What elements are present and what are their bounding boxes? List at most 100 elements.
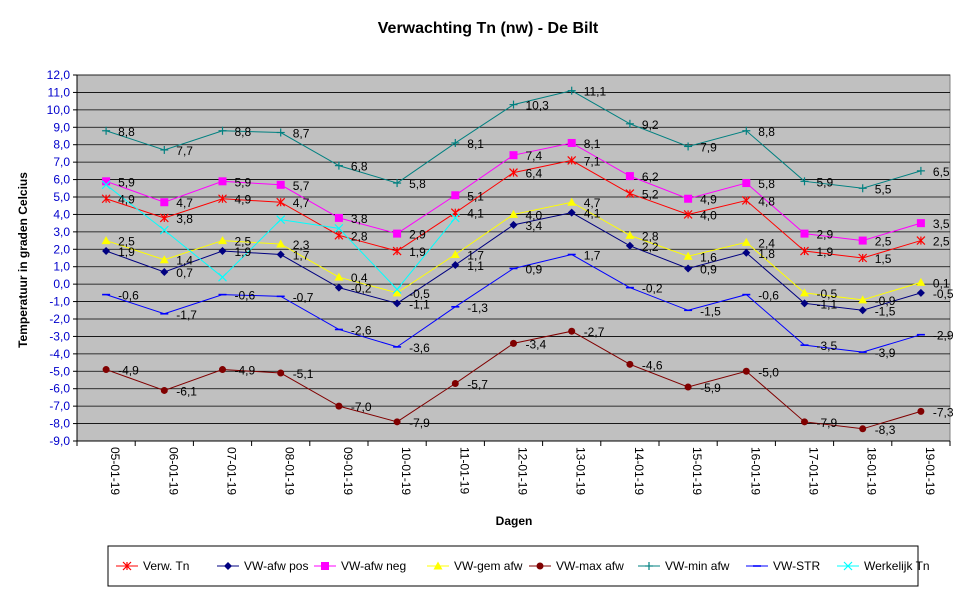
- data-label-verw-tn: 2,8: [351, 229, 368, 243]
- data-point-vw-min-afw: [218, 126, 227, 135]
- data-point-vw-afw-pos: [916, 288, 925, 297]
- data-label-vw-afw-pos: 1,1: [467, 259, 484, 273]
- x-tick-label: 14-01-19: [632, 447, 646, 495]
- data-label-vw-afw-pos: -0,5: [933, 287, 954, 301]
- x-tick-label: 17-01-19: [807, 447, 821, 495]
- data-label-vw-afw-pos: 2,2: [642, 240, 659, 254]
- data-label-vw-gem-afw: 4,7: [584, 196, 601, 210]
- data-label-verw-tn: 4,1: [467, 207, 484, 221]
- x-tick-label: 10-01-19: [399, 447, 413, 495]
- data-label-vw-gem-afw: 1,6: [700, 250, 717, 264]
- data-point-vw-afw-neg: [276, 180, 285, 189]
- data-label-vw-afw-neg: 2,9: [817, 228, 834, 242]
- data-label-vw-max-afw: -5,0: [758, 365, 779, 379]
- legend-marker: [433, 561, 443, 570]
- data-label-vw-afw-pos: 1,8: [758, 247, 775, 261]
- data-point-vw-afw-pos: [218, 247, 227, 256]
- data-label-vw-afw-pos: -1,1: [409, 297, 430, 311]
- data-point-vw-max-afw: [335, 402, 343, 410]
- x-tick-label: 05-01-19: [108, 447, 122, 495]
- data-label-vw-min-afw: 5,9: [817, 175, 834, 189]
- y-tick-label: 11,0: [48, 85, 71, 99]
- data-label-vw-gem-afw: 2,3: [293, 238, 310, 252]
- plot-area: -9,0 -8,0 -7,0 -6,0 -5,0 -4,0 -3,0 -2,0 -1,0 0,0 1…: [47, 68, 954, 495]
- data-point-vw-afw-neg: [509, 151, 518, 160]
- data-point-verw-tn: [683, 210, 693, 219]
- data-point-vw-afw-neg: [858, 236, 867, 245]
- data-point-vw-min-afw: [916, 166, 925, 175]
- data-point-vw-min-afw: [160, 145, 169, 154]
- data-point-verw-tn: [509, 168, 518, 178]
- data-label-vw-str: 1,7: [584, 249, 601, 263]
- y-tick-label: 4,0: [53, 207, 70, 221]
- data-label-vw-str: -2,6: [351, 323, 372, 337]
- data-label-verw-tn: 1,9: [409, 245, 426, 259]
- data-label-verw-tn: 4,9: [235, 193, 252, 207]
- data-label-vw-afw-neg: 4,7: [176, 196, 193, 210]
- data-point-vw-max-afw: [568, 327, 576, 335]
- legend-label: Werkelijk Tn: [864, 559, 930, 573]
- data-label-vw-gem-afw: 2,4: [758, 236, 775, 250]
- data-label-vw-max-afw: -7,9: [817, 416, 838, 430]
- data-point-vw-max-afw: [801, 418, 808, 426]
- y-tick-label: -3,0: [49, 329, 70, 343]
- data-label-vw-gem-afw: -0,5: [817, 287, 838, 301]
- data-point-vw-gem-afw: [392, 288, 402, 297]
- data-point-vw-afw-neg: [916, 219, 925, 228]
- y-tick-label: -2,0: [49, 312, 70, 326]
- data-label-vw-max-afw: -5,1: [293, 367, 314, 381]
- data-label-vw-afw-neg: 5,9: [235, 175, 252, 189]
- data-label-vw-min-afw: 7,7: [176, 144, 193, 158]
- data-label-vw-str: -3,5: [817, 339, 838, 353]
- data-label-vw-gem-afw: -0,9: [875, 294, 896, 308]
- data-point-vw-min-afw: [276, 128, 285, 137]
- legend-marker: [122, 561, 132, 571]
- data-label-vw-min-afw: 8,8: [758, 125, 775, 139]
- data-point-vw-gem-afw: [567, 197, 577, 206]
- data-point-werkelijk-tn: [218, 272, 227, 282]
- x-axis-label: Dagen: [496, 514, 533, 528]
- data-label-vw-gem-afw: -0,5: [409, 287, 430, 301]
- data-label-vw-max-afw: -2,7: [584, 325, 605, 339]
- data-point-verw-tn: [392, 246, 402, 256]
- data-point-vw-afw-neg: [334, 213, 343, 222]
- data-label-vw-afw-neg: 7,4: [526, 149, 543, 163]
- data-point-verw-tn: [741, 196, 751, 205]
- data-point-vw-min-afw: [742, 126, 751, 135]
- y-tick-label: -8,0: [49, 417, 70, 431]
- x-tick-label: 07-01-19: [225, 447, 239, 495]
- data-point-vw-afw-neg: [393, 229, 402, 238]
- x-tick-label: 09-01-19: [341, 447, 355, 495]
- data-point-vw-afw-pos: [684, 264, 693, 273]
- data-point-vw-gem-afw: [625, 230, 635, 239]
- data-label-vw-str: -0,6: [235, 289, 256, 303]
- data-point-vw-min-afw: [509, 100, 518, 109]
- data-point-vw-min-afw: [334, 161, 343, 170]
- legend-marker: [321, 562, 329, 570]
- data-point-vw-gem-afw: [101, 236, 111, 245]
- legend-marker: [843, 561, 853, 571]
- data-label-vw-max-afw: -8,3: [875, 423, 896, 437]
- x-tick-label: 15-01-19: [690, 447, 704, 495]
- data-label-vw-gem-afw: 1,7: [467, 249, 484, 263]
- data-label-vw-min-afw: 7,9: [700, 140, 717, 154]
- data-label-vw-gem-afw: 0,4: [351, 271, 368, 285]
- data-label-vw-min-afw: 8,8: [118, 125, 135, 139]
- data-point-vw-max-afw: [859, 425, 867, 433]
- data-point-werkelijk-tn: [101, 180, 111, 190]
- data-label-vw-gem-afw: 4,0: [526, 208, 543, 222]
- data-point-vw-gem-afw: [218, 236, 227, 245]
- data-point-vw-afw-neg: [742, 179, 751, 188]
- data-label-vw-max-afw: -7,0: [351, 400, 372, 414]
- data-label-vw-gem-afw: 2,8: [642, 229, 659, 243]
- data-label-vw-str: -1,5: [700, 304, 721, 318]
- data-label-vw-afw-pos: 0,9: [700, 262, 717, 276]
- data-label-vw-afw-pos: 4,1: [584, 207, 601, 221]
- data-label-vw-min-afw: 11,1: [584, 85, 607, 99]
- data-point-vw-min-afw: [858, 184, 867, 193]
- data-label-verw-tn: 5,2: [642, 188, 659, 202]
- data-point-vw-max-afw: [160, 386, 168, 394]
- legend-label: VW-STR: [773, 559, 820, 573]
- data-point-verw-tn: [276, 197, 286, 207]
- data-label-vw-afw-neg: 4,9: [700, 193, 717, 207]
